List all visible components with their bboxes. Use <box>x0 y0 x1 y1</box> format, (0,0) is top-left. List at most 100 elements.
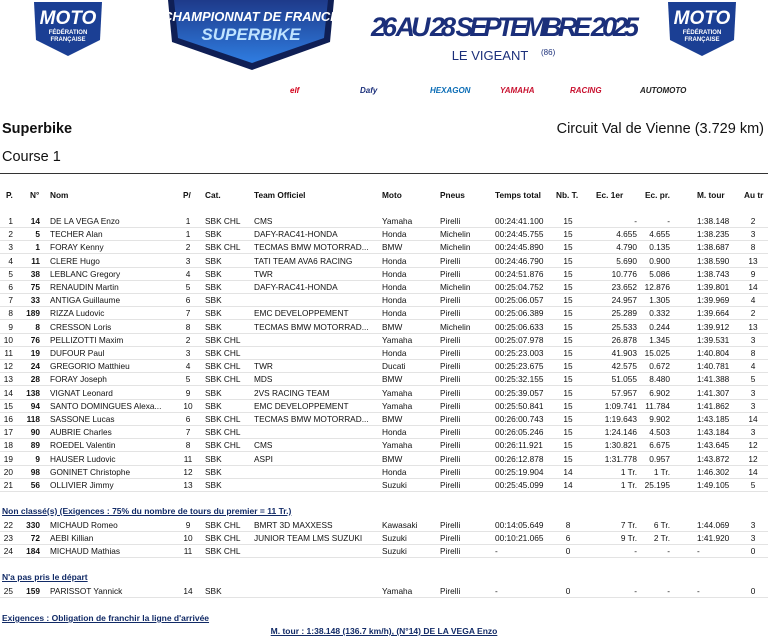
row-separator <box>0 491 768 492</box>
tyres: Pirelli <box>440 546 461 557</box>
bike: Suzuki <box>382 533 407 544</box>
tyres: Pirelli <box>440 533 461 544</box>
tyres: Pirelli <box>440 216 461 226</box>
gap-first: 57.957 <box>611 387 637 398</box>
gap-first: - <box>634 546 637 557</box>
total-time: 00:24:51.876 <box>495 268 544 279</box>
gap-prev: 6 Tr. <box>653 520 670 530</box>
class-pos: 6 <box>185 295 191 306</box>
gap-prev: 1.305 <box>649 295 670 306</box>
total-time: 00:26:05.246 <box>495 427 544 438</box>
bike: BMW <box>382 414 403 424</box>
laps: 0 <box>565 586 571 596</box>
rider: SANTO DOMINGUES Alexa... <box>50 400 162 411</box>
best-lap-num: 3 <box>750 533 756 544</box>
section-title: N'a pas pris le départ <box>2 572 88 582</box>
class-pos: 4 <box>185 268 191 279</box>
laps: 8 <box>565 520 571 530</box>
column-header: Moto <box>382 190 402 200</box>
gap-prev: 25.195 <box>644 480 670 490</box>
category: SBK CHL <box>205 348 241 358</box>
logo-line: FÉDÉRATION <box>49 28 88 36</box>
best-lap: 1:40.781 <box>697 361 730 372</box>
gap-prev: 8.480 <box>649 374 670 385</box>
category: SBK CHL <box>205 361 241 372</box>
category: SBK CHL <box>205 546 241 557</box>
number: 11 <box>31 255 40 266</box>
gap-first: 10.776 <box>611 268 637 279</box>
sponsor: elf <box>290 86 301 95</box>
best-lap: 1:43.185 <box>697 414 730 424</box>
gap-first: 1 Tr. <box>620 466 637 477</box>
gap-prev: 5.086 <box>649 268 670 279</box>
category: SBK <box>205 295 222 306</box>
rider: PARISSOT Yannick <box>50 586 123 596</box>
column-header: Pneus <box>440 190 465 200</box>
row-separator <box>0 227 768 228</box>
gap-prev: 0.672 <box>649 361 670 372</box>
category: SBK <box>205 480 222 490</box>
best-lap: 1:43.872 <box>697 453 730 464</box>
rider: MICHAUD Romeo <box>50 520 118 530</box>
laps: 15 <box>563 440 573 451</box>
sponsor: Dafy <box>360 86 378 95</box>
rider: PELLIZOTTI Maxim <box>50 334 124 345</box>
category: SBK <box>205 387 222 398</box>
category: SBK <box>205 282 222 292</box>
gap-prev: 0.957 <box>649 453 670 464</box>
best-lap-num: 5 <box>750 374 756 385</box>
row-separator <box>0 544 768 546</box>
number: 89 <box>30 440 40 451</box>
class-pos: 2 <box>185 334 191 345</box>
number: 330 <box>26 520 40 530</box>
column-header: P/ <box>183 190 191 200</box>
gap-first: - <box>634 216 637 226</box>
team: TECMAS BMW MOTORRAD... <box>254 414 369 424</box>
bike: Honda <box>382 229 407 240</box>
team: MDS <box>254 374 273 385</box>
category: SBK <box>205 268 222 279</box>
category: SBK CHL <box>205 440 241 451</box>
tyres: Pirelli <box>440 520 461 530</box>
championship: CHAMPIONNAT DE FRANCE <box>163 9 339 24</box>
category: SBK CHL <box>205 427 241 438</box>
class-pos: 10 <box>183 533 193 544</box>
divider <box>0 173 768 174</box>
gap-prev: 1.345 <box>649 334 670 345</box>
bike: Honda <box>382 308 407 319</box>
logo-title: MOTO <box>674 8 731 29</box>
tyres: Pirelli <box>440 334 461 345</box>
class-pos: 10 <box>183 400 193 411</box>
best-lap-num: 2 <box>750 216 756 226</box>
rider: VIGNAT Leonard <box>50 387 113 398</box>
tyres: Pirelli <box>440 586 461 596</box>
pos: 7 <box>8 295 13 306</box>
gap-first: 24.957 <box>611 295 637 306</box>
best-lap-num: 3 <box>750 387 756 398</box>
laps: 15 <box>563 229 573 240</box>
bike: Yamaha <box>382 400 413 411</box>
laps: 15 <box>563 427 573 438</box>
series: SUPERBIKE <box>201 25 301 44</box>
bike: BMW <box>382 321 403 332</box>
sponsors: elf Dafy HEXAGON YAMAHA RACING AUTOMOTO <box>290 86 687 95</box>
laps: 15 <box>563 321 573 332</box>
tyres: Pirelli <box>440 440 461 451</box>
best-lap-num: 3 <box>750 334 756 345</box>
best-lap-num: 3 <box>750 400 756 411</box>
rider: SASSONE Lucas <box>50 414 115 424</box>
best-lap-num: 14 <box>748 466 758 477</box>
gap-prev: 11.784 <box>645 400 670 411</box>
category: SBK CHL <box>205 216 241 226</box>
team: TATI TEAM AVA6 RACING <box>254 255 353 266</box>
class-pos: 13 <box>183 480 193 490</box>
number: 159 <box>26 586 40 596</box>
team: EMC DEVELOPPEMENT <box>254 308 349 319</box>
best-lap-num: 14 <box>748 282 758 292</box>
category: SBK <box>205 321 222 332</box>
row-separator <box>0 597 768 598</box>
tyres: Michelin <box>440 242 471 253</box>
class-pos: 9 <box>185 520 191 530</box>
class-pos: 3 <box>185 255 191 266</box>
gap-prev: 12.876 <box>644 282 670 292</box>
